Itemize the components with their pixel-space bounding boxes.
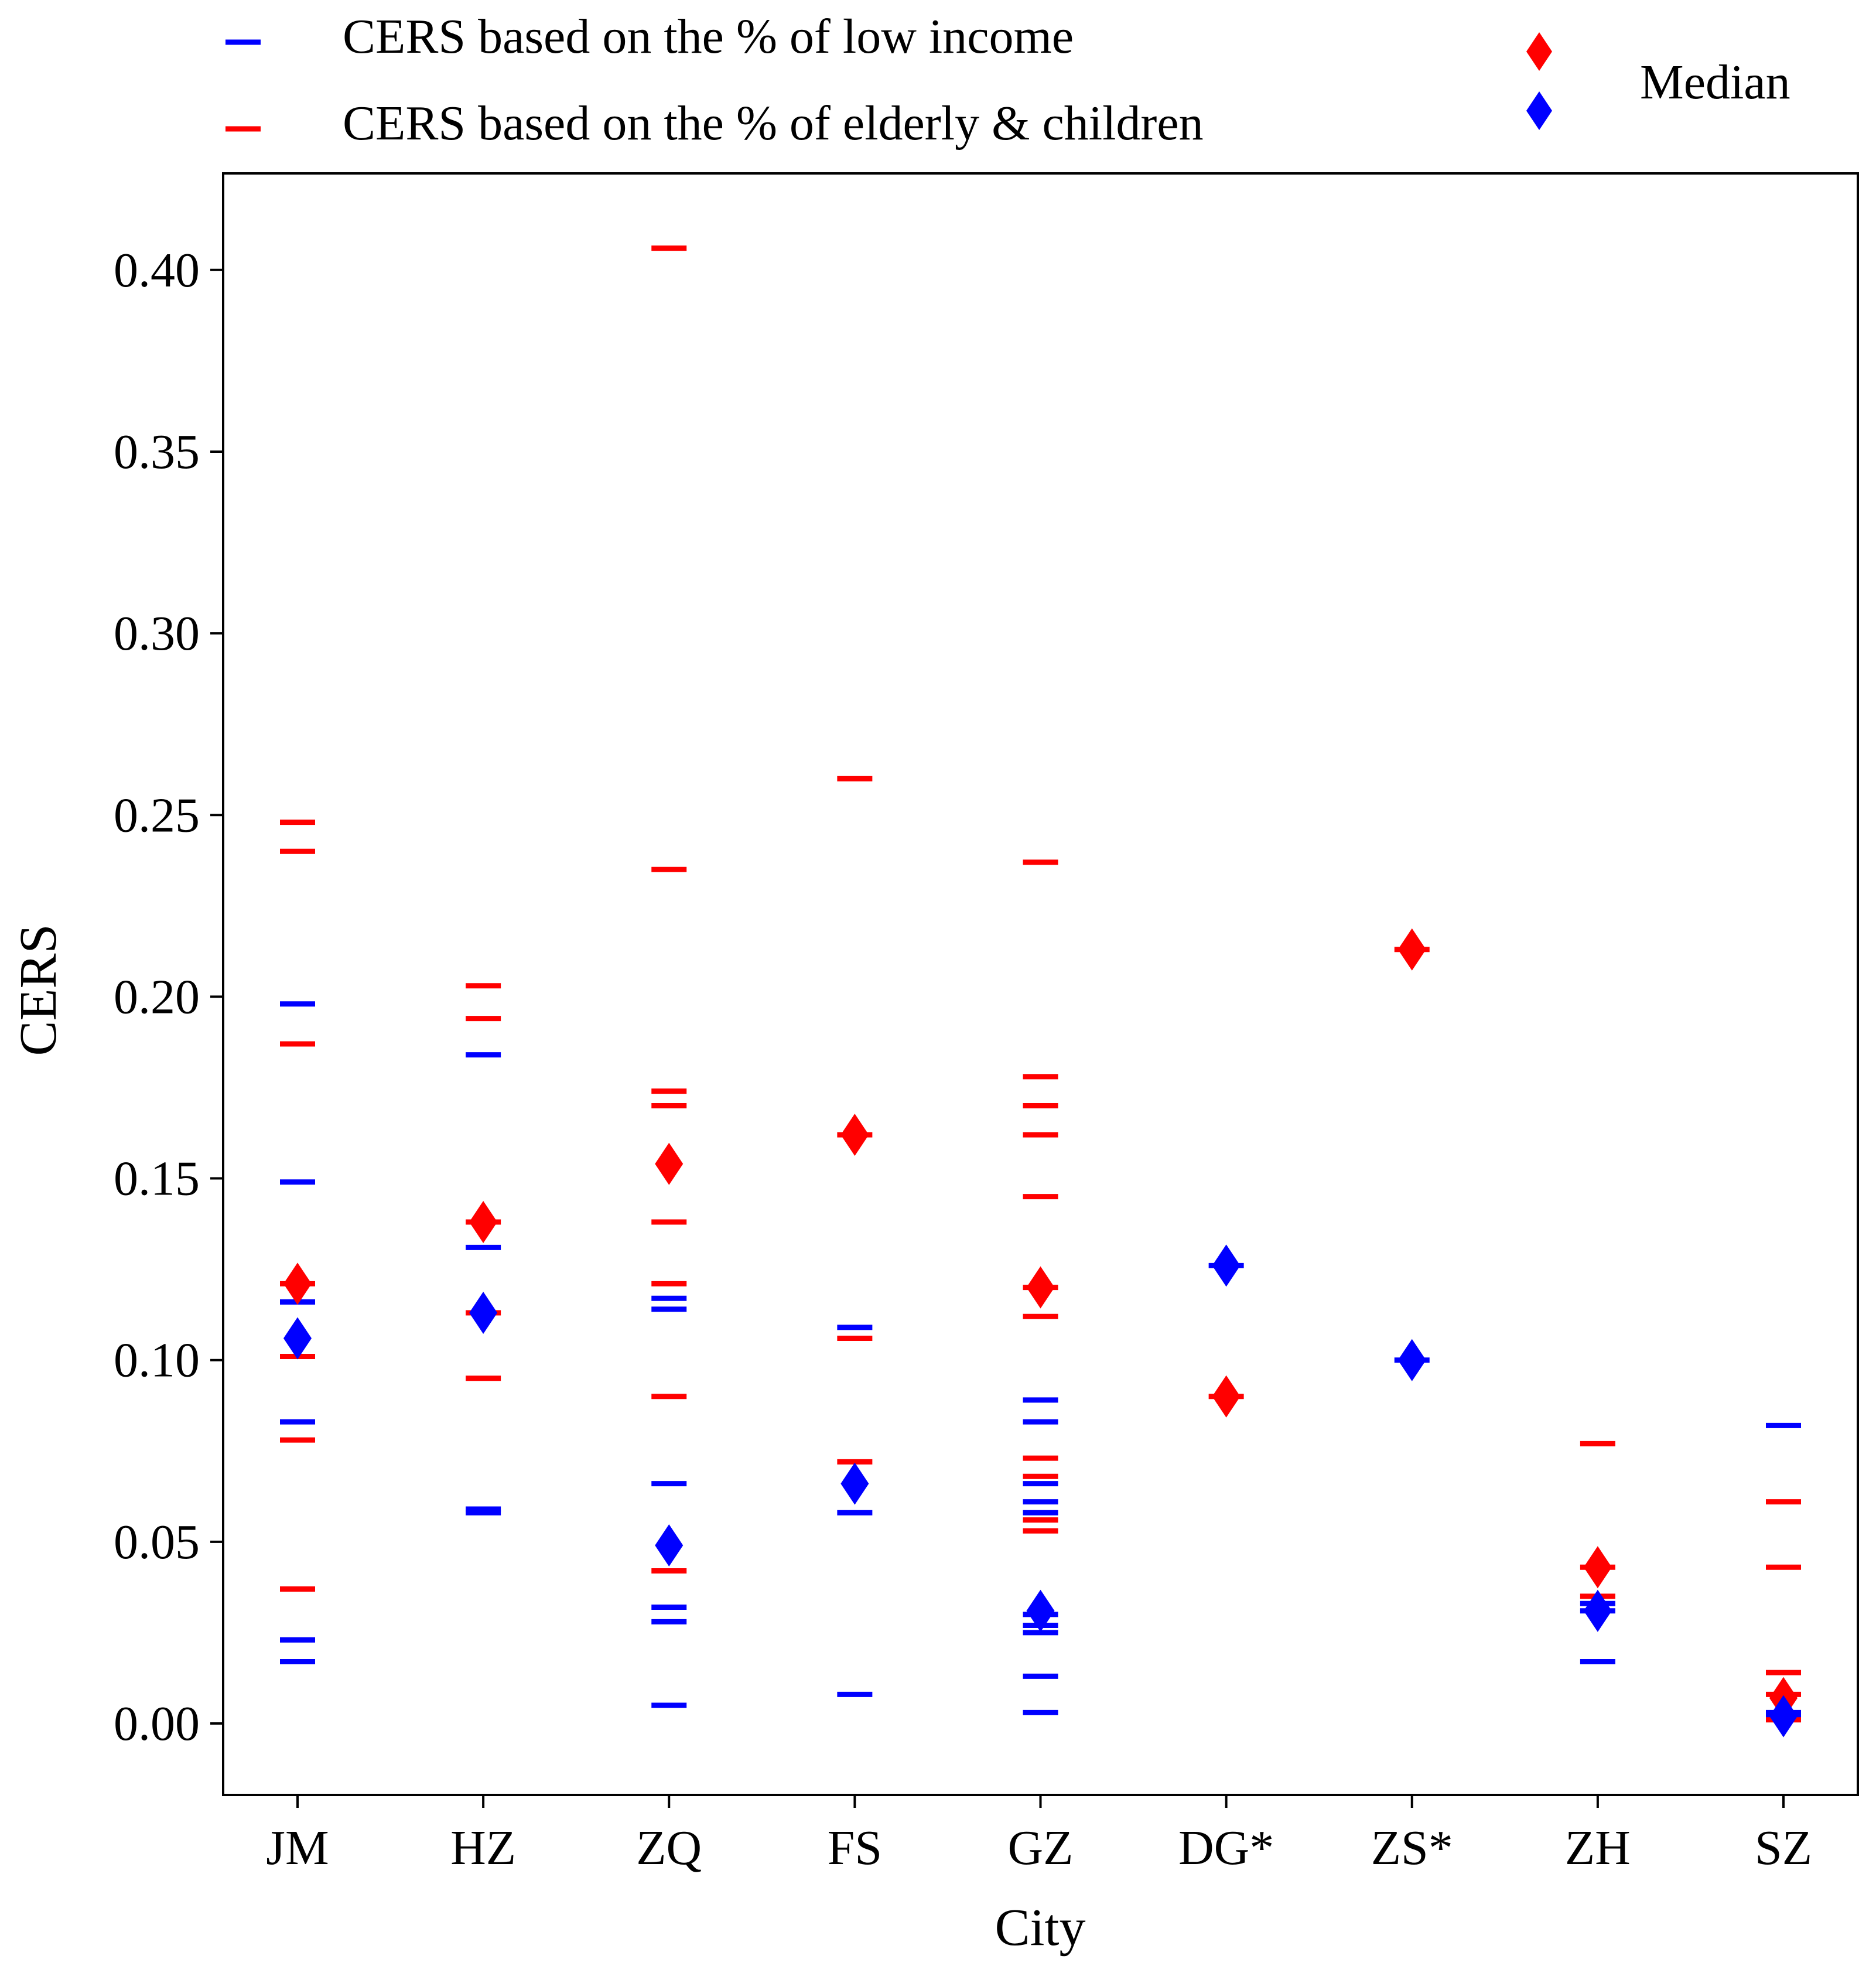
median-diamond (655, 1524, 684, 1567)
y-tick-label: 0.05 (114, 1515, 200, 1569)
y-tick-label: 0.00 (114, 1697, 200, 1751)
median-diamond (469, 1200, 498, 1243)
y-axis: 0.00 0.05 0.10 0.15 0.20 0.25 0.30 0.35 0.40 (114, 243, 223, 1751)
median-diamond (1397, 1339, 1426, 1381)
median-diamond (1212, 1244, 1241, 1287)
x-tick-label: HZ (450, 1821, 516, 1875)
median-diamond (1397, 928, 1426, 971)
median-diamond (1212, 1375, 1241, 1418)
x-tick-label: GZ (1008, 1821, 1074, 1875)
y-tick-label: 0.25 (114, 788, 200, 842)
median-diamond (283, 1262, 312, 1305)
legend-median-label: Median (1640, 55, 1790, 110)
median-diamond (1769, 1695, 1798, 1738)
legend-low-income-label: CERS based on the % of low income (343, 9, 1074, 64)
legend-median-red-marker (1526, 32, 1552, 71)
y-tick-label: 0.30 (114, 606, 200, 661)
x-tick-label: JM (266, 1821, 329, 1875)
y-tick-label: 0.35 (114, 425, 200, 479)
y-tick-label: 0.15 (114, 1152, 200, 1206)
median-diamond (655, 1142, 684, 1185)
y-tick-label: 0.40 (114, 243, 200, 298)
x-axis: JM HZ ZQ FS GZ DG* ZS* ZH SZ (266, 1795, 1812, 1875)
median-diamond (469, 1292, 498, 1334)
legend-elderly-children-label: CERS based on the % of elderly & childre… (343, 96, 1204, 151)
x-tick-label: ZQ (636, 1821, 702, 1875)
y-tick-label: 0.10 (114, 1333, 200, 1388)
median-diamond (840, 1462, 869, 1505)
x-axis-title: City (995, 1899, 1085, 1957)
legend: CERS based on the % of low income CERS b… (225, 9, 1790, 151)
y-tick-label: 0.20 (114, 970, 200, 1024)
y-axis-title: CERS (9, 924, 67, 1056)
medians-low_income (283, 1244, 1798, 1738)
median-diamond (283, 1317, 312, 1360)
median-diamond (1583, 1546, 1612, 1589)
x-tick-label: DG* (1178, 1821, 1274, 1875)
median-diamond (1026, 1589, 1055, 1632)
x-tick-label: ZH (1565, 1821, 1631, 1875)
x-tick-label: FS (828, 1821, 882, 1875)
x-tick-label: SZ (1755, 1821, 1812, 1875)
x-tick-label: ZS* (1371, 1821, 1453, 1875)
legend-median-blue-marker (1526, 91, 1552, 130)
median-diamond (1583, 1589, 1612, 1632)
median-diamond (840, 1114, 869, 1156)
median-diamond (1026, 1266, 1055, 1309)
data-marks (280, 245, 1801, 1738)
